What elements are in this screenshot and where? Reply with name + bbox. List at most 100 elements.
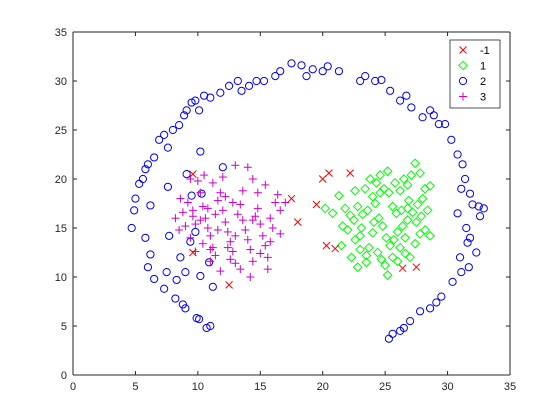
data-point-diamond [334,190,344,201]
legend-label: 2 [480,76,486,88]
data-point-plus [253,204,262,213]
data-point-plus [223,227,232,236]
data-point-plus [186,233,195,242]
data-point-plus [206,231,215,240]
data-point-circle [384,334,393,343]
series-plus-group [171,161,290,281]
data-point-plus [228,247,237,256]
data-point-diamond [355,230,366,241]
data-point-diamond [405,252,416,263]
data-point-circle [475,212,485,221]
data-point-circle [458,160,467,169]
data-point-circle [308,65,317,74]
data-point-circle [464,263,473,272]
data-point-circle [377,75,386,85]
data-point-plus [258,231,267,240]
data-point-diamond [349,215,359,226]
data-point-diamond [388,234,399,245]
x-tick-label: 0 [70,381,76,393]
series-layer [127,59,488,343]
data-point-plus [236,265,245,274]
data-point-circle [462,223,471,233]
data-point-plus [201,214,210,223]
data-point-plus [231,231,240,240]
data-point-diamond [425,180,435,191]
data-point-circle [180,111,189,120]
data-point-circle [130,206,139,215]
data-point-diamond [375,170,386,180]
data-point-circle [206,321,215,331]
axes-layer: 0 5 10 15 20 25 30 35 0 5 10 15 20 25 30 35 [55,27,516,393]
data-point-diamond [327,208,338,219]
x-tick-label: 15 [254,381,266,393]
data-point-plus [191,247,200,256]
data-point-diamond [390,178,401,188]
legend-marker-x [459,46,467,54]
data-point-diamond [416,211,427,222]
data-point-diamond [360,183,371,194]
legend: -1 1 2 3 [449,39,501,109]
data-point-diamond [420,225,431,235]
series-x-group [189,169,421,289]
x-tick-label: 25 [379,381,391,393]
data-point-circle [465,189,475,198]
data-point-diamond [402,179,413,190]
x-tick-label: 30 [441,381,453,393]
data-point-plus [203,224,212,232]
data-point-circle [425,304,435,313]
data-point-plus [263,265,272,274]
data-point-circle [448,277,457,286]
data-point-diamond [346,252,357,263]
data-point-circle [460,174,470,184]
data-point-diamond [373,213,384,224]
data-point-plus [213,225,222,234]
data-point-plus [281,198,290,207]
data-point-circle [418,113,427,122]
data-point-circle [181,304,190,313]
data-point-diamond [403,195,414,206]
data-point-plus [231,161,240,170]
data-point-circle [437,292,446,301]
data-point-plus [246,245,255,254]
data-point-circle [474,202,483,211]
legend-marker-plus [459,92,467,101]
data-point-circle [432,298,441,307]
data-point-circle [259,76,269,86]
data-point-diamond [415,168,426,179]
data-point-plus [256,249,265,258]
data-point-diamond [422,205,433,216]
data-point-circle [196,271,205,281]
data-point-plus [183,198,192,207]
data-point-plus [193,176,202,185]
data-point-diamond [340,203,351,214]
data-point-plus [200,171,209,180]
x-tick-label: 5 [132,381,138,393]
data-point-plus [203,204,212,213]
data-point-circle [237,86,246,95]
data-point-plus [238,186,247,195]
data-point-plus [248,257,257,266]
data-point-circle [168,125,177,135]
data-point-plus [248,175,257,183]
data-point-diamond [383,187,394,198]
data-point-diamond [352,201,363,212]
data-point-plus [191,220,200,229]
data-point-plus [211,251,220,260]
data-point-plus [213,196,222,205]
data-point-plus [221,218,230,227]
data-point-diamond [410,238,421,249]
data-point-diamond [410,158,421,169]
data-point-diamond [392,227,403,237]
data-point-plus [175,225,184,234]
data-point-diamond [367,227,378,238]
data-point-circle [457,184,466,193]
data-point-circle [465,233,475,242]
data-point-circle [453,209,462,218]
data-point-plus [178,208,187,217]
data-point-diamond [406,170,417,180]
data-point-circle [141,165,150,174]
data-point-circle [216,88,225,97]
data-point-diamond [402,215,413,226]
data-point-circle [406,317,415,326]
